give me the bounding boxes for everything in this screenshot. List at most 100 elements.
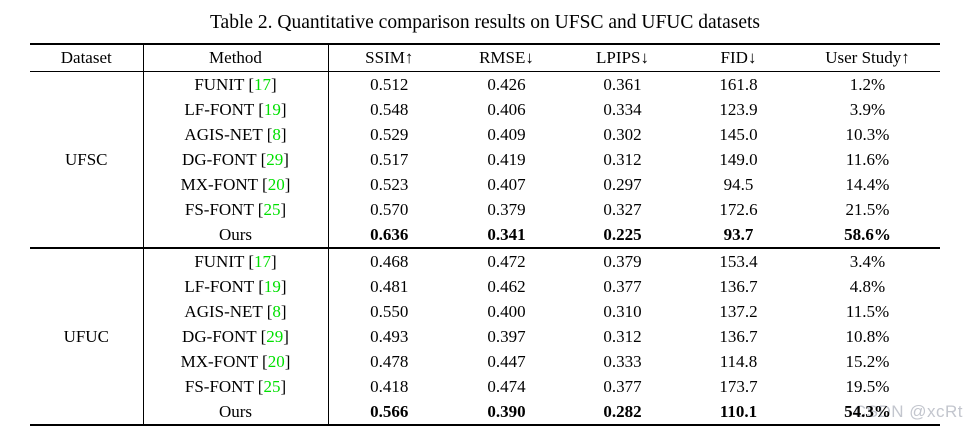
metric-value: 136.7 bbox=[719, 276, 758, 296]
metric-value: 137.2 bbox=[719, 301, 758, 321]
table-row: FS-FONT [25] 0.570 0.379 0.327 172.6 21.5% bbox=[30, 197, 940, 222]
metric-value: 54.3% bbox=[844, 401, 891, 421]
table-row: FS-FONT [25] 0.418 0.474 0.377 173.7 19.5% bbox=[30, 374, 940, 399]
table-row: UFUC FUNIT [17] 0.468 0.472 0.379 153.4 3.4% bbox=[30, 247, 940, 425]
table-row: MX-FONT [20] 0.478 0.447 0.333 114.8 15.2% bbox=[30, 349, 940, 374]
metric-value: 0.529 bbox=[370, 124, 409, 144]
metric-value: 0.472 bbox=[450, 247, 563, 274]
metric-value: 10.8% bbox=[845, 326, 890, 346]
table-row: LF-FONT [19] 0.548 0.406 0.334 123.9 3.9% bbox=[30, 97, 940, 122]
citation-number: 19 bbox=[263, 99, 281, 119]
metric-value: 0.379 bbox=[487, 199, 526, 219]
metric-value: 0.377 bbox=[603, 376, 642, 396]
metric-value: 0.481 bbox=[370, 276, 409, 296]
metric-value: 145.0 bbox=[719, 124, 758, 144]
method-label: AGIS-NET [8] bbox=[143, 299, 329, 324]
column-header: RMSE↓ bbox=[450, 44, 563, 72]
metric-value: 0.327 bbox=[603, 199, 642, 219]
metric-value: 136.7 bbox=[719, 326, 758, 346]
metric-value: 19.5% bbox=[845, 376, 890, 396]
metric-value: 0.282 bbox=[603, 401, 642, 421]
table-caption: Table 2. Quantitative comparison results… bbox=[210, 12, 760, 33]
metric-value: 0.333 bbox=[603, 351, 642, 371]
method-label: LF-FONT [19] bbox=[143, 97, 329, 122]
table-row: DG-FONT [29] 0.493 0.397 0.312 136.7 10.8% bbox=[30, 324, 940, 349]
metric-value: 0.566 bbox=[370, 401, 409, 421]
metric-value: 0.302 bbox=[603, 124, 642, 144]
metric-value: 21.5% bbox=[845, 199, 890, 219]
citation-number: 25 bbox=[263, 376, 281, 396]
method-label: DG-FONT [29] bbox=[143, 147, 329, 172]
citation-number: 29 bbox=[266, 149, 284, 169]
citation-number: 20 bbox=[267, 351, 285, 371]
metric-value: 0.225 bbox=[603, 224, 642, 244]
method-label: FS-FONT [25] bbox=[143, 374, 329, 399]
metric-value: 94.5 bbox=[723, 174, 754, 194]
citation-number: 17 bbox=[254, 74, 271, 94]
metric-value: 0.493 bbox=[370, 326, 409, 346]
method-label: LF-FONT [19] bbox=[143, 274, 329, 299]
metric-value: 11.5% bbox=[845, 301, 890, 321]
citation-number: 8 bbox=[272, 301, 281, 321]
metric-value: 0.570 bbox=[370, 199, 409, 219]
header-row: Dataset Method SSIM↑ RMSE↓ LPIPS↓ FID↓ User St… bbox=[30, 44, 940, 72]
metric-value: 3.9% bbox=[849, 99, 886, 119]
method-label: Ours bbox=[143, 399, 329, 425]
metric-value: 123.9 bbox=[719, 99, 758, 119]
method-label: MX-FONT [20] bbox=[143, 349, 329, 374]
watermark: CSDN @xcRt bbox=[853, 402, 963, 421]
method-label: DG-FONT [29] bbox=[143, 324, 329, 349]
metric-value: 0.407 bbox=[487, 174, 526, 194]
metric-value: 0.418 bbox=[370, 376, 409, 396]
metric-value: 0.361 bbox=[603, 74, 642, 94]
citation-number: 8 bbox=[272, 124, 281, 144]
dataset-label: UFSC bbox=[30, 71, 144, 248]
metric-value: 0.400 bbox=[487, 301, 526, 321]
metric-value: 114.8 bbox=[719, 351, 758, 371]
table-row: Ours 0.566 0.390 0.282 110.1 54.3% bbox=[30, 399, 940, 425]
citation-number: 20 bbox=[267, 174, 285, 194]
metric-value: 58.6% bbox=[844, 224, 891, 244]
metric-value: 149.0 bbox=[719, 149, 758, 169]
metric-value: 0.379 bbox=[563, 247, 682, 274]
metric-value: 0.550 bbox=[370, 301, 409, 321]
metric-value: 0.419 bbox=[487, 149, 526, 169]
metric-value: 0.390 bbox=[487, 401, 526, 421]
metric-value: 0.334 bbox=[603, 99, 642, 119]
metric-value: 0.297 bbox=[603, 174, 642, 194]
metric-value: 0.468 bbox=[328, 247, 450, 274]
method-label: Ours bbox=[143, 222, 329, 248]
metric-value: 0.397 bbox=[487, 326, 526, 346]
metric-value: 0.426 bbox=[487, 74, 526, 94]
metric-value: 173.7 bbox=[719, 376, 758, 396]
table-row: UFSC FUNIT [17] 0.512 0.426 0.361 161.8 1.2% bbox=[30, 71, 940, 248]
results-table: Dataset Method SSIM↑ RMSE↓ LPIPS↓ FID↓ User St… bbox=[30, 43, 940, 426]
metric-value: 4.8% bbox=[849, 276, 886, 296]
metric-value: 172.6 bbox=[719, 199, 758, 219]
metric-value: 0.310 bbox=[603, 301, 642, 321]
citation-number: 17 bbox=[254, 251, 271, 271]
metric-value: 0.517 bbox=[370, 149, 409, 169]
citation-number: 29 bbox=[266, 326, 284, 346]
column-header: LPIPS↓ bbox=[563, 44, 682, 72]
table-row: LF-FONT [19] 0.481 0.462 0.377 136.7 4.8% bbox=[30, 274, 940, 299]
column-header: User Study↑ bbox=[795, 44, 940, 72]
metric-value: 0.462 bbox=[487, 276, 526, 296]
metric-value: 0.312 bbox=[603, 149, 642, 169]
table-row: AGIS-NET [8] 0.529 0.409 0.302 145.0 10.3% bbox=[30, 122, 940, 147]
metric-value: 153.4 bbox=[682, 247, 795, 274]
metric-value: 0.523 bbox=[370, 174, 409, 194]
column-header: SSIM↑ bbox=[328, 44, 450, 72]
metric-value: 161.8 bbox=[719, 74, 758, 94]
metric-value: 0.406 bbox=[487, 99, 526, 119]
method-label: FUNIT [17] bbox=[143, 71, 329, 97]
metric-value: 11.6% bbox=[845, 149, 890, 169]
dataset-label: UFUC bbox=[30, 247, 144, 425]
metric-value: 10.3% bbox=[845, 124, 890, 144]
metric-value: 0.478 bbox=[370, 351, 409, 371]
metric-value: 0.548 bbox=[370, 99, 409, 119]
method-label: FUNIT [17] bbox=[143, 247, 329, 274]
metric-value: 0.341 bbox=[487, 224, 526, 244]
table-body: UFSC FUNIT [17] 0.512 0.426 0.361 161.8 1.2% LF… bbox=[30, 71, 940, 425]
column-header: Dataset bbox=[30, 44, 144, 72]
